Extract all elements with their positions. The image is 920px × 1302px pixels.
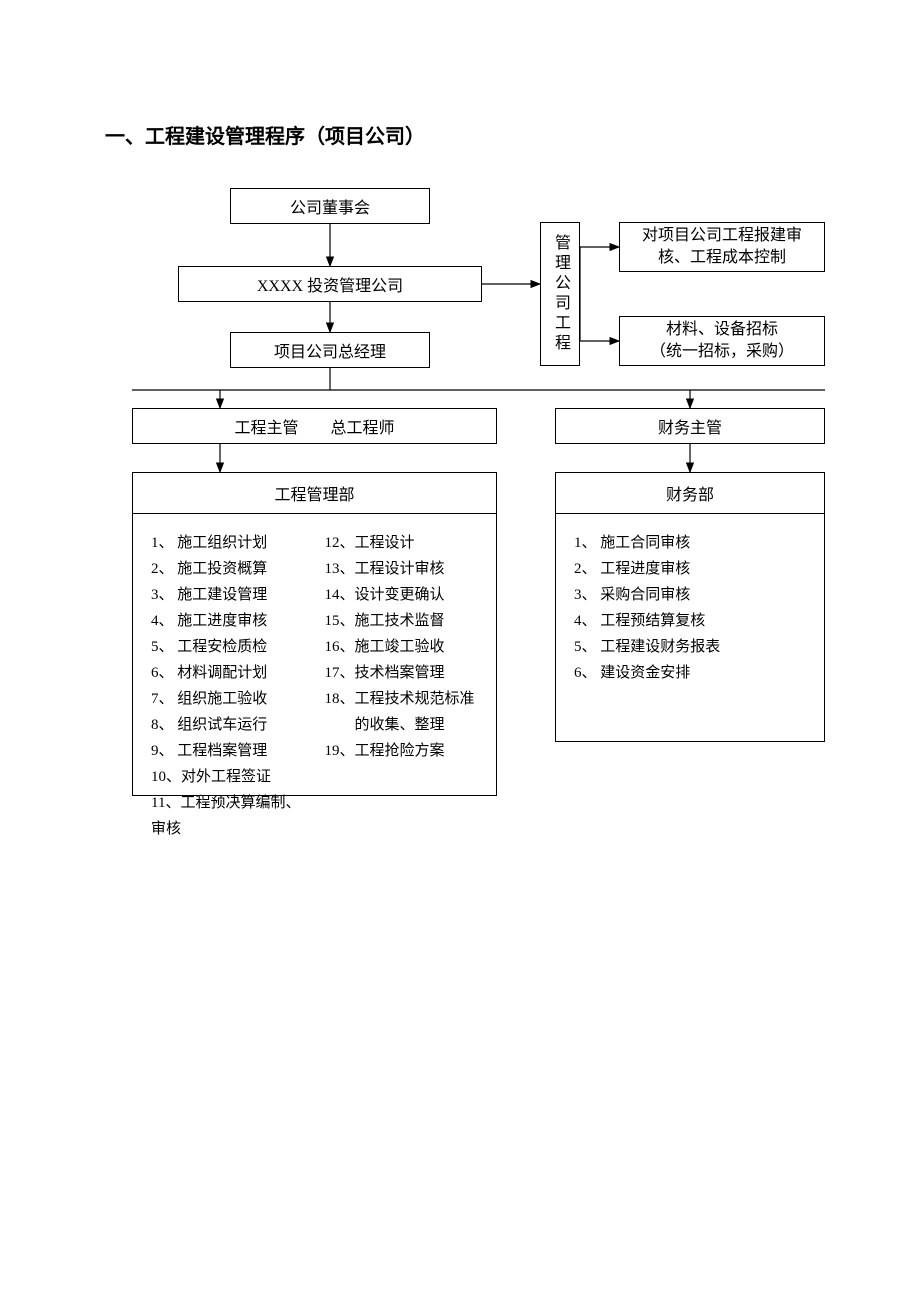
list-item: 2、 施工投资概算	[151, 556, 305, 582]
node-mgmt-eng: 管理公司工程	[540, 222, 580, 366]
list-item: 2、 工程进度审核	[574, 556, 806, 582]
node-eng-sup: 工程主管 总工程师	[132, 408, 497, 444]
list-item: 4、 施工进度审核	[151, 608, 305, 634]
list-item: 15、施工技术监督	[325, 608, 479, 634]
list-item: 6、 材料调配计划	[151, 660, 305, 686]
node-invest: XXXX 投资管理公司	[178, 266, 482, 302]
list-item: 1、 施工组织计划	[151, 530, 305, 556]
list-item: 8、 组织试车运行	[151, 712, 305, 738]
list-item: 6、 建设资金安排	[574, 660, 806, 686]
node-approve: 对项目公司工程报建审核、工程成本控制	[619, 222, 825, 272]
list-item: 17、技术档案管理	[325, 660, 479, 686]
node-board: 公司董事会	[230, 188, 430, 224]
list-item: 19、工程抢险方案	[325, 738, 479, 764]
page-title: 一、工程建设管理程序（项目公司）	[105, 120, 425, 149]
list-item: 3、 采购合同审核	[574, 582, 806, 608]
list-item: 7、 组织施工验收	[151, 686, 305, 712]
node-gm: 项目公司总经理	[230, 332, 430, 368]
dept-fin: 财务部 1、 施工合同审核2、 工程进度审核3、 采购合同审核4、 工程预结算复…	[555, 472, 825, 742]
node-procure: 材料、设备招标 （统一招标，采购）	[619, 316, 825, 366]
list-item: 18、工程技术规范标准	[325, 686, 479, 712]
list-item: 12、工程设计	[325, 530, 479, 556]
dept-eng: 工程管理部 1、 施工组织计划2、 施工投资概算3、 施工建设管理4、 施工进度…	[132, 472, 497, 796]
list-item: 10、对外工程签证	[151, 764, 305, 790]
list-item: 11、工程预决算编制、审核	[151, 790, 305, 842]
dept-eng-body: 1、 施工组织计划2、 施工投资概算3、 施工建设管理4、 施工进度审核5、 工…	[133, 514, 496, 858]
node-fin-sup: 财务主管	[555, 408, 825, 444]
dept-fin-header: 财务部	[556, 473, 824, 514]
list-item: 4、 工程预结算复核	[574, 608, 806, 634]
list-item: 5、 工程建设财务报表	[574, 634, 806, 660]
dept-eng-col2: 12、工程设计13、工程设计审核14、设计变更确认15、施工技术监督16、施工竣…	[325, 530, 479, 842]
dept-fin-body: 1、 施工合同审核2、 工程进度审核3、 采购合同审核4、 工程预结算复核5、 …	[556, 514, 824, 702]
list-item: 13、工程设计审核	[325, 556, 479, 582]
list-item: 14、设计变更确认	[325, 582, 479, 608]
dept-eng-header: 工程管理部	[133, 473, 496, 514]
list-item: 9、 工程档案管理	[151, 738, 305, 764]
list-item: 1、 施工合同审核	[574, 530, 806, 556]
list-item: 5、 工程安检质检	[151, 634, 305, 660]
list-item: 的收集、整理	[325, 712, 479, 738]
list-item: 3、 施工建设管理	[151, 582, 305, 608]
dept-eng-col1: 1、 施工组织计划2、 施工投资概算3、 施工建设管理4、 施工进度审核5、 工…	[151, 530, 305, 842]
list-item: 16、施工竣工验收	[325, 634, 479, 660]
